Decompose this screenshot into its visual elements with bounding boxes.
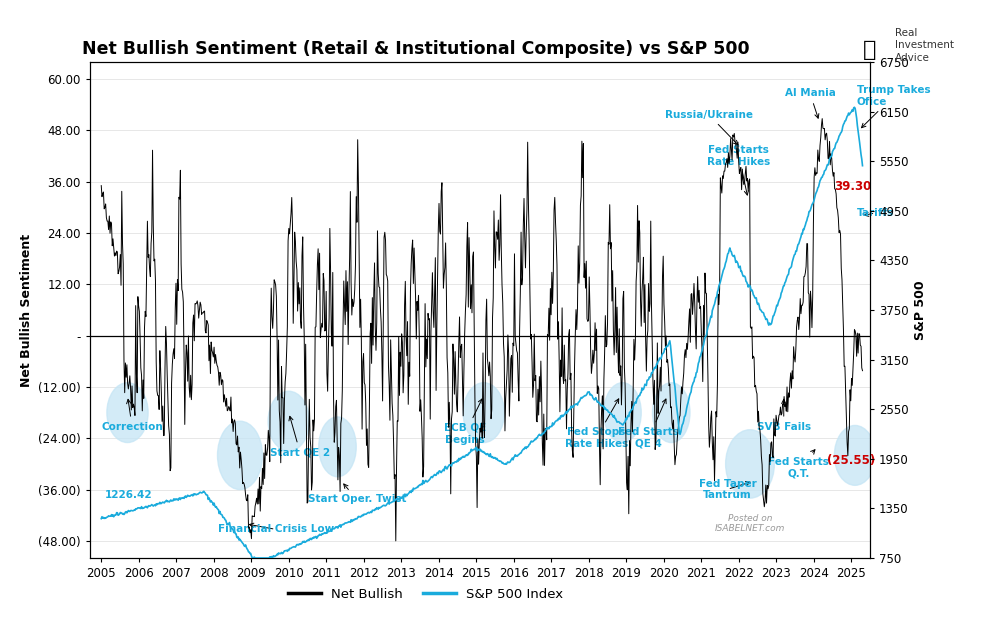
Ellipse shape	[726, 430, 774, 498]
Text: Fed Starts
Rate Hikes: Fed Starts Rate Hikes	[707, 145, 770, 195]
Text: (25.55): (25.55)	[827, 454, 875, 467]
Ellipse shape	[653, 383, 690, 443]
Text: Trump Takes
Ofice: Trump Takes Ofice	[857, 85, 931, 128]
Text: ECB QE
Begins: ECB QE Begins	[444, 399, 486, 445]
Text: Start QE 2: Start QE 2	[270, 417, 330, 458]
Ellipse shape	[107, 383, 148, 443]
Text: Posted on
ISABELNET.com: Posted on ISABELNET.com	[715, 514, 785, 533]
Ellipse shape	[463, 383, 504, 443]
Ellipse shape	[218, 421, 263, 490]
Text: 39.30: 39.30	[834, 180, 872, 193]
Text: Start Oper. Twist: Start Oper. Twist	[308, 484, 406, 505]
Text: Real
Investment
Advice: Real Investment Advice	[895, 28, 954, 63]
Y-axis label: Net Bullish Sentiment: Net Bullish Sentiment	[20, 234, 33, 386]
Text: SVB Fails: SVB Fails	[757, 399, 811, 432]
Text: 🦅: 🦅	[863, 40, 877, 60]
Y-axis label: S&P 500: S&P 500	[914, 280, 927, 340]
Ellipse shape	[319, 417, 356, 477]
Text: Financial Crisis Low: Financial Crisis Low	[218, 523, 334, 534]
Legend: Net Bullish, S&P 500 Index: Net Bullish, S&P 500 Index	[282, 582, 569, 606]
Text: Fed Starts
Q.T.: Fed Starts Q.T.	[768, 450, 829, 479]
Text: 1226.42: 1226.42	[105, 490, 153, 500]
Text: Net Bullish Sentiment (Retail & Institutional Composite) vs S&P 500: Net Bullish Sentiment (Retail & Institut…	[82, 40, 750, 58]
Text: Fed Stops
Rate Hikes: Fed Stops Rate Hikes	[565, 399, 628, 449]
Text: Fed Taper
Tantrum: Fed Taper Tantrum	[699, 479, 756, 500]
Ellipse shape	[268, 391, 309, 451]
Ellipse shape	[604, 383, 641, 443]
Text: Fed Starts
QE 4: Fed Starts QE 4	[618, 399, 679, 449]
Text: Al Mania: Al Mania	[785, 88, 835, 118]
Text: Russia/Ukraine: Russia/Ukraine	[665, 110, 753, 144]
Text: Tariffs: Tariffs	[857, 208, 894, 218]
Ellipse shape	[834, 425, 876, 485]
Text: Correction: Correction	[101, 399, 163, 432]
